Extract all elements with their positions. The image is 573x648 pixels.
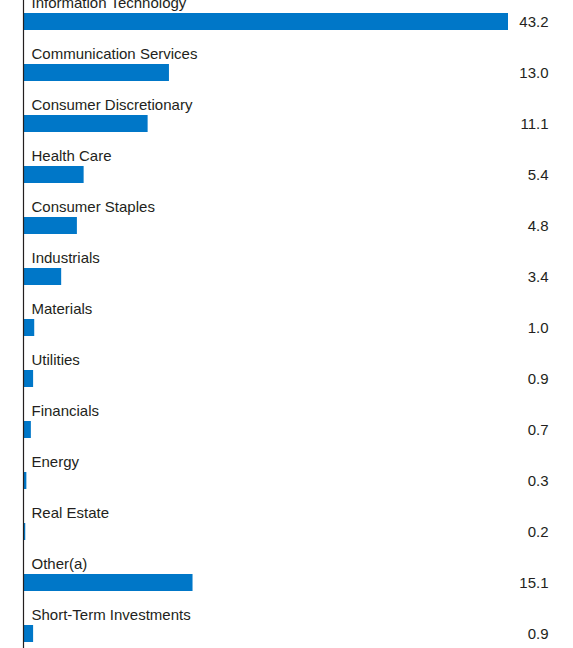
- svg-text:4.8: 4.8: [528, 217, 549, 234]
- svg-text:0.9: 0.9: [528, 625, 549, 642]
- svg-text:Utilities: Utilities: [32, 351, 80, 368]
- svg-text:5.4: 5.4: [528, 166, 549, 183]
- svg-text:Health Care: Health Care: [32, 147, 112, 164]
- svg-text:0.7: 0.7: [528, 421, 549, 438]
- svg-text:Information Technology: Information Technology: [32, 0, 187, 11]
- svg-text:15.1: 15.1: [519, 574, 548, 591]
- svg-text:Communication Services: Communication Services: [32, 45, 198, 62]
- svg-text:Energy: Energy: [32, 453, 80, 470]
- svg-text:Short-Term Investments: Short-Term Investments: [32, 606, 191, 623]
- svg-text:0.9: 0.9: [528, 370, 549, 387]
- svg-text:43.2: 43.2: [519, 13, 548, 30]
- svg-text:11.1: 11.1: [520, 115, 548, 132]
- svg-text:13.0: 13.0: [519, 64, 548, 81]
- svg-text:0.2: 0.2: [528, 523, 549, 540]
- svg-text:Consumer Discretionary: Consumer Discretionary: [32, 96, 193, 113]
- svg-text:Real Estate: Real Estate: [32, 504, 110, 521]
- svg-text:Industrials: Industrials: [32, 249, 100, 266]
- svg-text:Consumer Staples: Consumer Staples: [32, 198, 155, 215]
- svg-text:Other(a): Other(a): [32, 555, 88, 572]
- svg-text:0.3: 0.3: [528, 472, 549, 489]
- svg-text:3.4: 3.4: [528, 268, 549, 285]
- svg-text:Financials: Financials: [32, 402, 100, 419]
- svg-text:Materials: Materials: [32, 300, 93, 317]
- svg-text:1.0: 1.0: [528, 319, 549, 336]
